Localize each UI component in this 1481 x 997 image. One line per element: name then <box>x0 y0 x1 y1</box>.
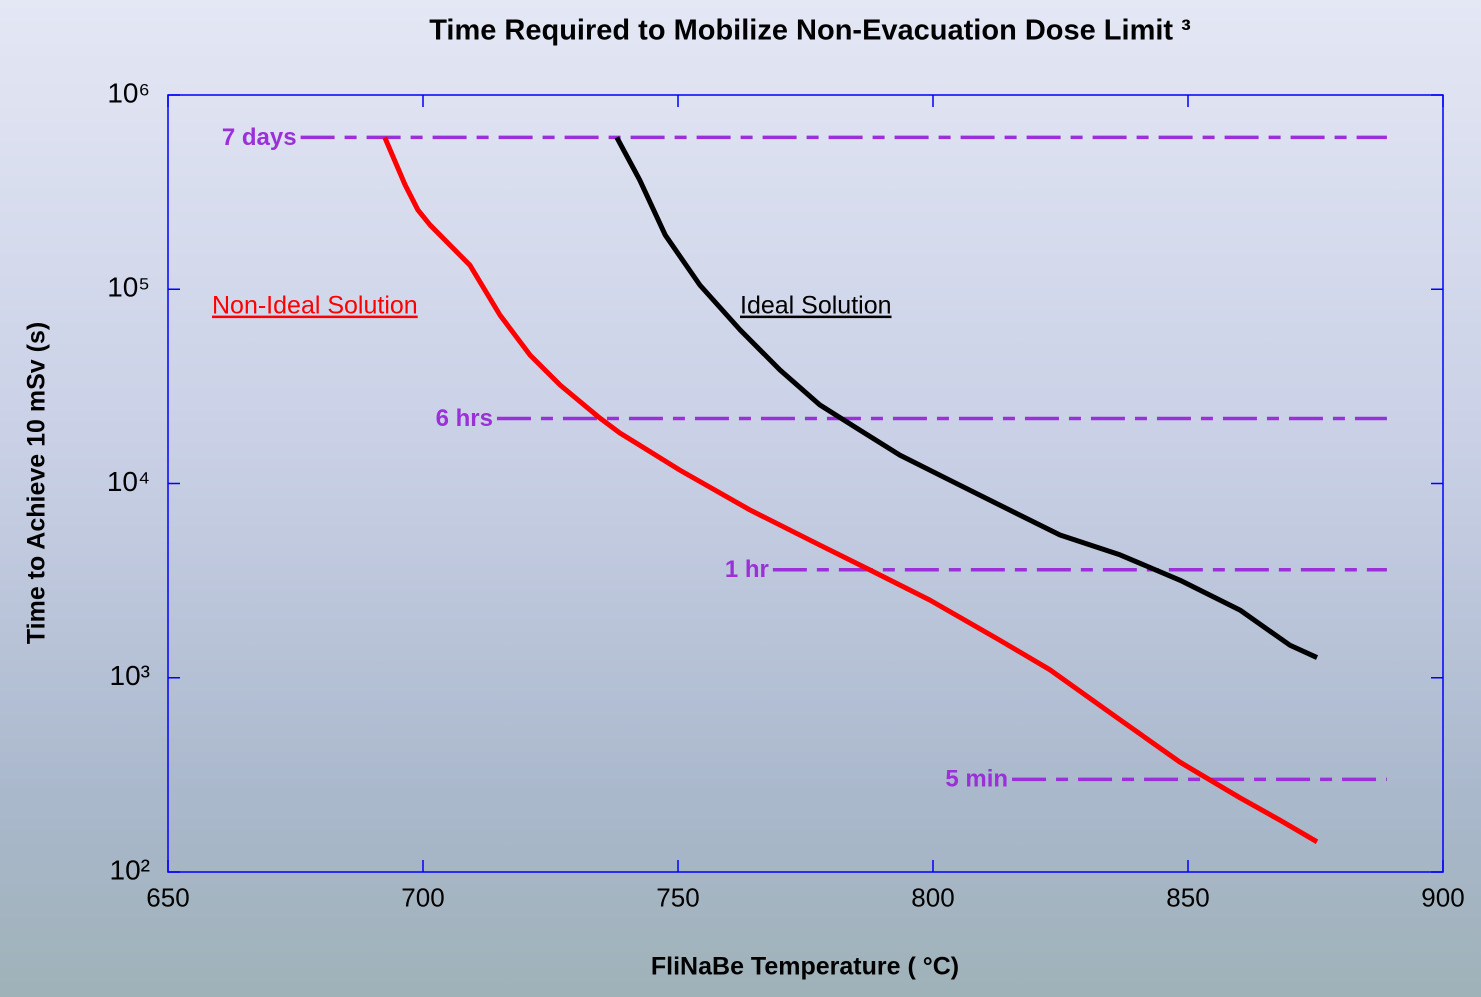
reference-label: 7 days <box>222 124 297 151</box>
y-tick-label: 10⁶ <box>107 77 150 108</box>
x-tick-label: 750 <box>656 882 699 912</box>
legend-label: Non-Ideal Solution <box>212 292 418 320</box>
chart: Time Required to Mobilize Non-Evacuation… <box>0 0 1481 997</box>
series-line <box>385 137 1317 841</box>
y-axis-label: Time to Achieve 10 mSv (s) <box>23 322 51 644</box>
legend-label: Ideal Solution <box>740 292 892 320</box>
x-tick-label: 900 <box>1421 882 1464 912</box>
x-tick-label: 850 <box>1166 882 1209 912</box>
reference-label: 1 hr <box>725 556 769 583</box>
y-tick-label: 10⁴ <box>107 466 150 497</box>
page: Time Required to Mobilize Non-Evacuation… <box>0 0 1481 997</box>
plot-frame <box>168 95 1443 872</box>
x-axis-label: FliNaBe Temperature ( °C) <box>651 953 959 981</box>
x-tick-label: 650 <box>146 882 189 912</box>
x-tick-label: 700 <box>401 882 444 912</box>
x-tick-label: 800 <box>911 882 954 912</box>
y-tick-label: 10² <box>110 854 150 885</box>
reference-label: 5 min <box>945 766 1008 793</box>
series-line <box>617 137 1317 657</box>
chart-title: Time Required to Mobilize Non-Evacuation… <box>429 15 1191 47</box>
y-tick-label: 10⁵ <box>107 272 150 303</box>
reference-label: 6 hrs <box>436 405 493 432</box>
y-tick-label: 10³ <box>110 660 150 691</box>
